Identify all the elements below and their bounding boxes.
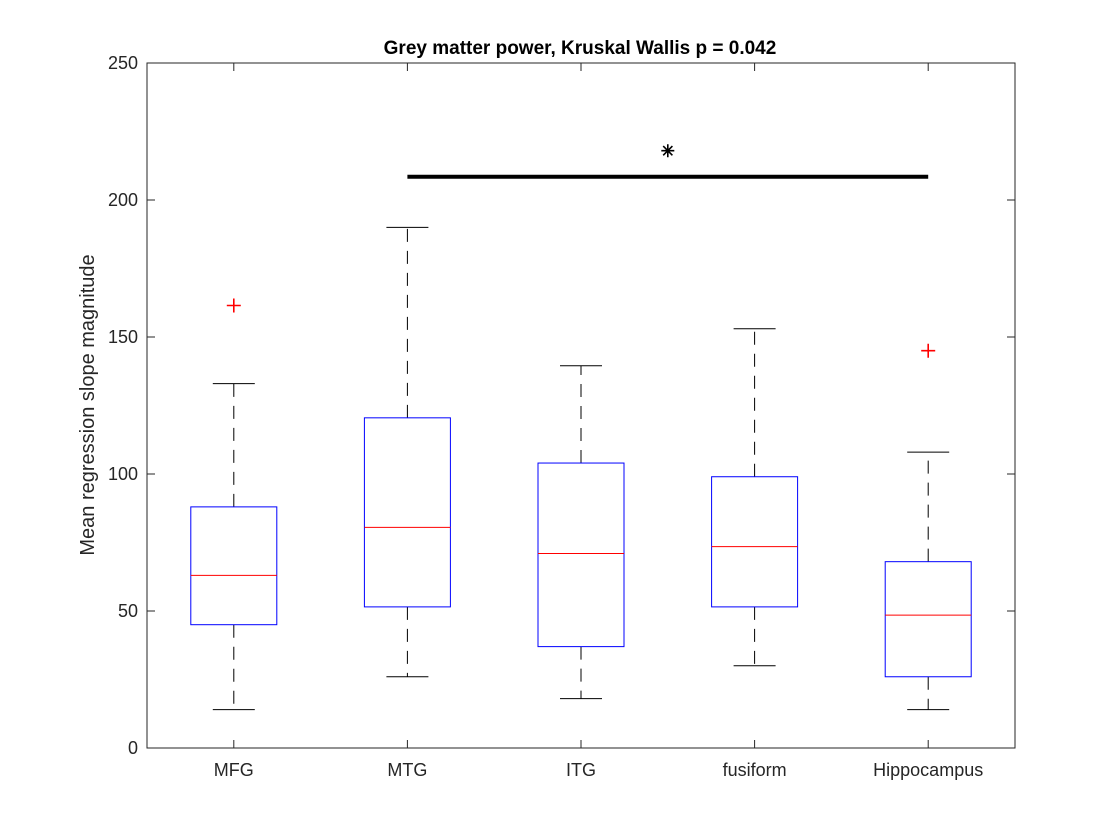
y-tick-label: 200: [108, 190, 138, 210]
box-iqr: [363, 417, 451, 608]
box-iqr: [190, 506, 278, 626]
x-tick-label: ITG: [566, 760, 596, 780]
chart-title: Grey matter power, Kruskal Wallis p = 0.…: [384, 38, 777, 59]
significance-asterisk: [661, 144, 675, 158]
box-iqr: [537, 462, 625, 648]
y-tick-label: 0: [128, 738, 138, 758]
x-tick-label: Hippocampus: [873, 760, 983, 780]
y-tick-label: 50: [118, 601, 138, 621]
y-tick-label: 100: [108, 464, 138, 484]
plot-area: 0 50 100 150 200 250 MFG MTG ITG fusiform Hippocam…: [108, 53, 1016, 780]
outlier-marker: [226, 298, 241, 313]
box-iqr: [711, 476, 799, 608]
x-tick-label: fusiform: [723, 760, 787, 780]
outlier-marker: [921, 343, 936, 358]
y-tick-label: 150: [108, 327, 138, 347]
y-tick-label: 250: [108, 53, 138, 73]
box-iqr: [884, 561, 972, 678]
y-axis-label: Mean regression slope magnitude: [77, 254, 99, 555]
x-tick-label: MFG: [214, 760, 254, 780]
x-tick-label: MTG: [387, 760, 427, 780]
